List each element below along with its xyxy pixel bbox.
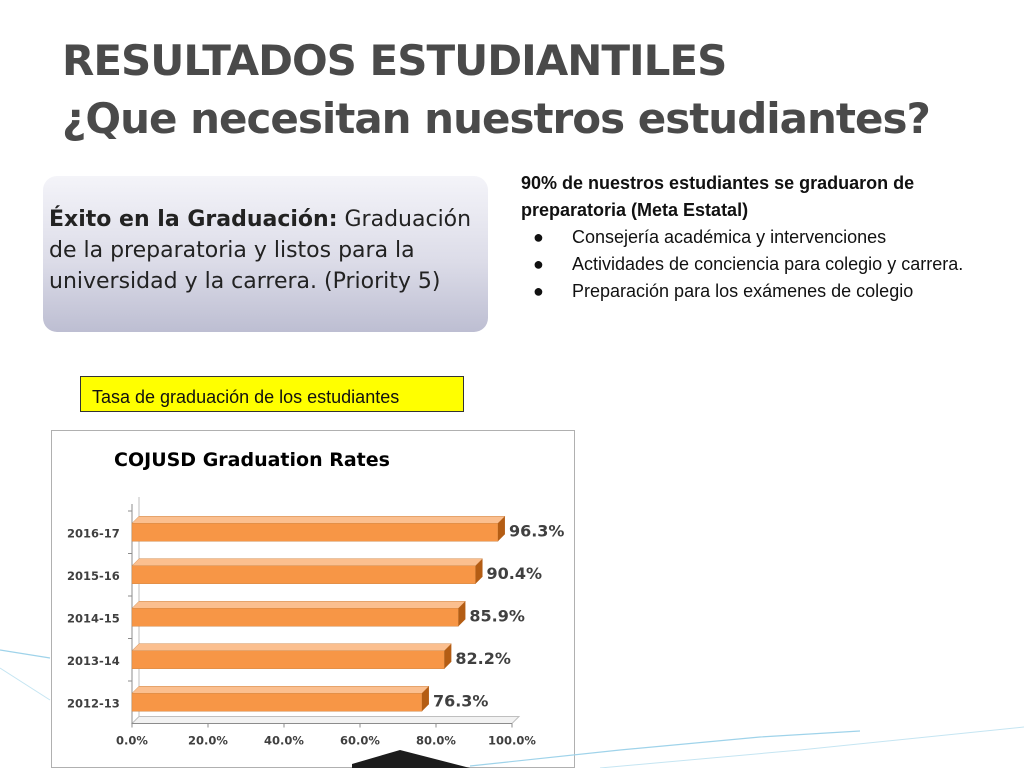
data-label: 85.9% bbox=[469, 606, 525, 625]
bar bbox=[131, 523, 499, 542]
bar-side bbox=[475, 558, 483, 584]
notes-headline: 90% de nuestros estudiantes se graduaron… bbox=[521, 173, 915, 220]
data-label: 76.3% bbox=[433, 691, 489, 710]
chart-title: COJUSD Graduation Rates bbox=[114, 449, 390, 471]
list-item-text: Preparación para los exámenes de colegio bbox=[572, 281, 914, 301]
data-label: 82.2% bbox=[455, 649, 511, 668]
x-tick-label: 80.0% bbox=[416, 734, 456, 748]
data-label: 96.3% bbox=[509, 521, 565, 540]
x-tick-label: 100.0% bbox=[488, 734, 536, 748]
bar bbox=[131, 565, 476, 584]
x-tick-label: 20.0% bbox=[188, 734, 228, 748]
bullet-icon: ● bbox=[533, 227, 544, 247]
category-label: 2016-17 bbox=[67, 526, 120, 540]
category-label: 2012-13 bbox=[67, 696, 120, 710]
chart-floor bbox=[130, 716, 521, 724]
category-label: 2013-14 bbox=[67, 654, 120, 668]
swoosh-line-left bbox=[0, 649, 51, 659]
bar bbox=[131, 693, 423, 712]
notes-list: ● Consejería académica y intervenciones ●… bbox=[521, 224, 1011, 305]
list-item: ● Preparación para los exámenes de colegi… bbox=[521, 278, 1011, 305]
x-tick-label: 40.0% bbox=[264, 734, 304, 748]
bar-top bbox=[131, 601, 467, 609]
swoosh-line-left-2 bbox=[0, 667, 51, 701]
goal-text: Graduación de la preparatoria y listos p… bbox=[49, 207, 472, 294]
notes-panel: 90% de nuestros estudiantes se graduaron… bbox=[521, 170, 1011, 305]
list-item: ● Consejería académica y intervenciones bbox=[521, 224, 1011, 251]
bar-top bbox=[131, 516, 506, 524]
x-tick-label: 60.0% bbox=[340, 734, 380, 748]
category-label: 2014-15 bbox=[67, 611, 120, 625]
bar-top bbox=[131, 558, 484, 566]
list-item: ● Actividades de conciencia para colegio … bbox=[521, 251, 1011, 278]
slide-title-line1: RESULTADOS ESTUDIANTILES bbox=[62, 36, 727, 85]
bullet-icon: ● bbox=[533, 254, 544, 274]
slide-title: RESULTADOS ESTUDIANTILES ¿Que necesitan … bbox=[62, 32, 931, 148]
bar-side bbox=[444, 643, 452, 669]
x-tick-label: 0.0% bbox=[116, 734, 148, 748]
swoosh-line-right-2 bbox=[599, 726, 1024, 768]
bar-side bbox=[458, 601, 466, 627]
slide-title-line2: ¿Que necesitan nuestros estudiantes? bbox=[62, 94, 931, 143]
bar bbox=[131, 608, 459, 627]
bar-side bbox=[421, 686, 429, 712]
graduation-chart: COJUSD Graduation Rates 0.0% 20.0% 40.0% 60… bbox=[51, 430, 575, 768]
category-label: 2015-16 bbox=[67, 569, 120, 583]
chart-bars: 96.3% 90.4% 85.9% 82.2% 76.3% bbox=[131, 516, 565, 712]
chart-canvas: COJUSD Graduation Rates 0.0% 20.0% 40.0% 60… bbox=[67, 449, 565, 748]
list-item-text: Actividades de conciencia para colegio y… bbox=[572, 254, 964, 274]
bullet-icon: ● bbox=[533, 281, 544, 301]
data-label: 90.4% bbox=[487, 564, 543, 583]
chart-caption-label: Tasa de graduación de los estudiantes bbox=[80, 376, 464, 412]
bar-top bbox=[131, 643, 452, 651]
bar-side bbox=[497, 516, 505, 542]
goal-lead: Éxito en la Graduación: bbox=[49, 207, 338, 232]
bar-top bbox=[131, 686, 430, 694]
list-item-text: Consejería académica y intervenciones bbox=[572, 227, 887, 247]
bar bbox=[131, 650, 445, 669]
graduation-goal-box: Éxito en la Graduación: Graduación de la… bbox=[43, 176, 488, 332]
